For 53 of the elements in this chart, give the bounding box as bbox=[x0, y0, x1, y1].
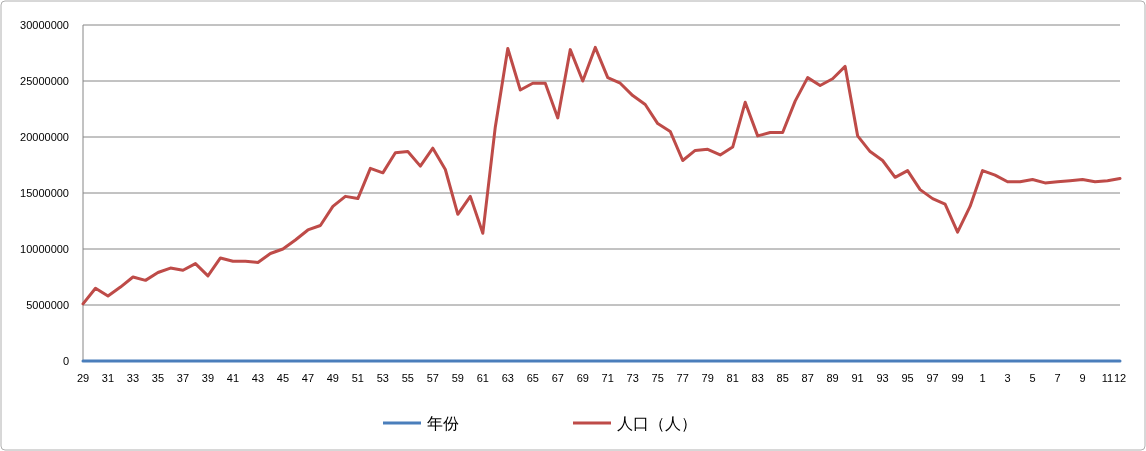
y-tick-label: 5000000 bbox=[26, 299, 69, 311]
x-tick-label: 59 bbox=[451, 372, 464, 384]
x-tick-label: 39 bbox=[201, 372, 215, 384]
y-tick-label: 20000000 bbox=[20, 131, 69, 143]
x-tick-label: 81 bbox=[726, 372, 739, 384]
x-tick-label: 79 bbox=[701, 372, 714, 384]
x-tick-label: 5 bbox=[1029, 372, 1036, 384]
y-tick-label: 25000000 bbox=[20, 75, 69, 87]
x-tick-label: 47 bbox=[301, 372, 315, 384]
x-tick-label: 95 bbox=[901, 372, 914, 384]
x-tick-label: 61 bbox=[476, 372, 489, 384]
x-tick-label: 37 bbox=[176, 372, 190, 384]
x-tick-label: 35 bbox=[151, 372, 165, 384]
x-tick-label: 87 bbox=[801, 372, 814, 384]
x-tick-label: 12 bbox=[1113, 372, 1127, 384]
x-tick-label: 1 bbox=[979, 372, 986, 384]
x-tick-label: 89 bbox=[826, 372, 839, 384]
legend-label: 人口（人） bbox=[617, 415, 697, 432]
x-tick-label: 31 bbox=[101, 372, 115, 384]
x-tick-label: 83 bbox=[751, 372, 764, 384]
x-tick-label: 41 bbox=[226, 372, 240, 384]
x-tick-label: 11 bbox=[1101, 372, 1114, 384]
x-tick-label: 43 bbox=[251, 372, 265, 384]
x-tick-label: 71 bbox=[601, 372, 614, 384]
y-tick-label: 30000000 bbox=[20, 19, 69, 31]
y-tick-label: 10000000 bbox=[20, 243, 69, 255]
x-tick-label: 91 bbox=[851, 372, 864, 384]
x-tick-label: 69 bbox=[576, 372, 589, 384]
x-tick-label: 7 bbox=[1054, 372, 1061, 384]
x-tick-label: 51 bbox=[351, 372, 364, 384]
x-tick-label: 75 bbox=[651, 372, 664, 384]
y-tick-label: 15000000 bbox=[20, 187, 69, 199]
x-tick-label: 63 bbox=[501, 372, 514, 384]
x-tick-label: 57 bbox=[426, 372, 439, 384]
line-series bbox=[81, 45, 1122, 306]
x-tick-label: 55 bbox=[401, 372, 414, 384]
x-tick-label: 9 bbox=[1079, 372, 1086, 384]
y-tick-label: 0 bbox=[62, 355, 69, 367]
x-tick-label: 29 bbox=[76, 372, 90, 384]
x-tick-label: 45 bbox=[276, 372, 290, 384]
x-tick-label: 97 bbox=[926, 372, 939, 384]
x-tick-label: 49 bbox=[326, 372, 339, 384]
x-tick-label: 67 bbox=[551, 372, 564, 384]
x-tick-label: 3 bbox=[1004, 372, 1011, 384]
x-tick-label: 85 bbox=[776, 372, 789, 384]
x-tick-label: 93 bbox=[876, 372, 889, 384]
x-tick-label: 77 bbox=[676, 372, 689, 384]
legend-label: 年份 bbox=[427, 415, 459, 432]
x-tick-label: 33 bbox=[126, 372, 140, 384]
x-tick-label: 65 bbox=[526, 372, 539, 384]
x-tick-label: 53 bbox=[376, 372, 389, 384]
x-tick-label: 99 bbox=[951, 372, 964, 384]
x-tick-label: 73 bbox=[626, 372, 639, 384]
